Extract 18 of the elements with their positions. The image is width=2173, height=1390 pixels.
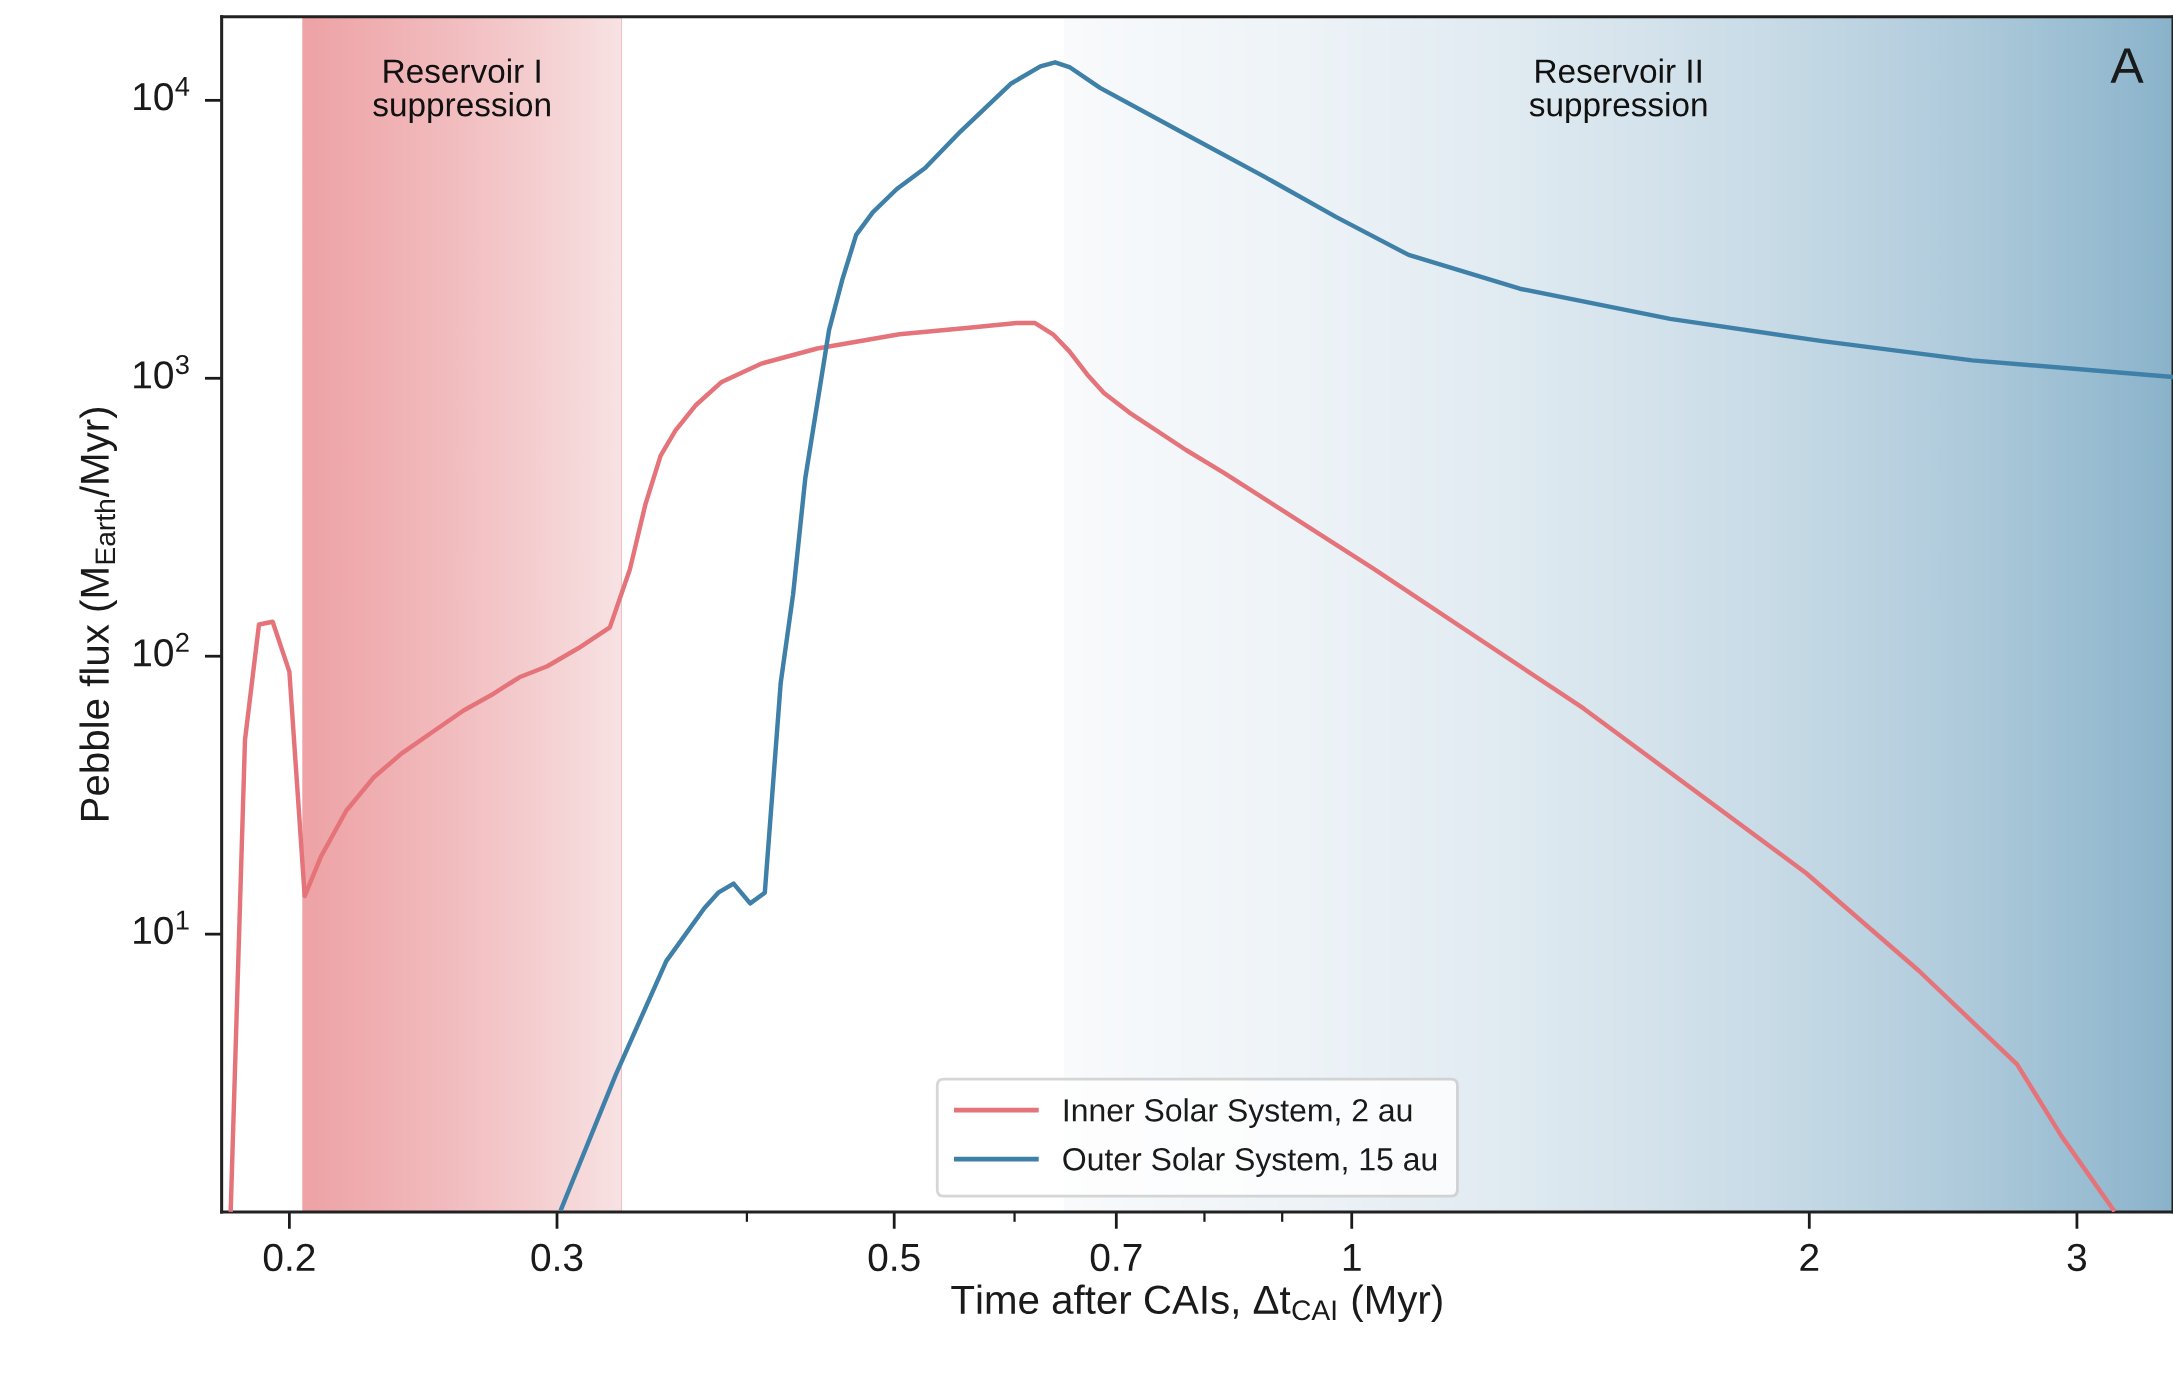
- y-tick-label: 10$^{4}$: [134, 76, 190, 111]
- y-tick-label: 10$^{2}$: [134, 632, 189, 667]
- x-tick-label: 3: [2067, 1243, 2087, 1272]
- x-tick-label: 0.7: [1090, 1243, 1142, 1272]
- x-axis-title: Time after CAIs, Δt$_{CAI}$ (Myr): [951, 1284, 1442, 1322]
- y-tick-label: 10$^{1}$: [134, 910, 189, 945]
- band-label: Reservoir II suppression: [1529, 58, 1707, 124]
- x-tick-label: 0.3: [531, 1243, 583, 1272]
- legend-label: Outer Solar System, 15 au: [1063, 1147, 1437, 1177]
- x-tick-label: 0.2: [263, 1243, 315, 1272]
- annotation: A: [2110, 48, 2144, 83]
- y-axis-title: Pebble flux (M$_{Earth}$/Myr): [79, 407, 117, 821]
- legend-label: Inner Solar System, 2 au: [1064, 1098, 1412, 1128]
- y-tick-label: 10$^{3}$: [134, 354, 189, 389]
- x-tick-label: 0.5: [868, 1243, 920, 1272]
- x-tick-label: 1: [1343, 1244, 1361, 1271]
- x-tick-label: 2: [1800, 1243, 1819, 1271]
- band-label: Reservoir I suppression: [373, 58, 550, 124]
